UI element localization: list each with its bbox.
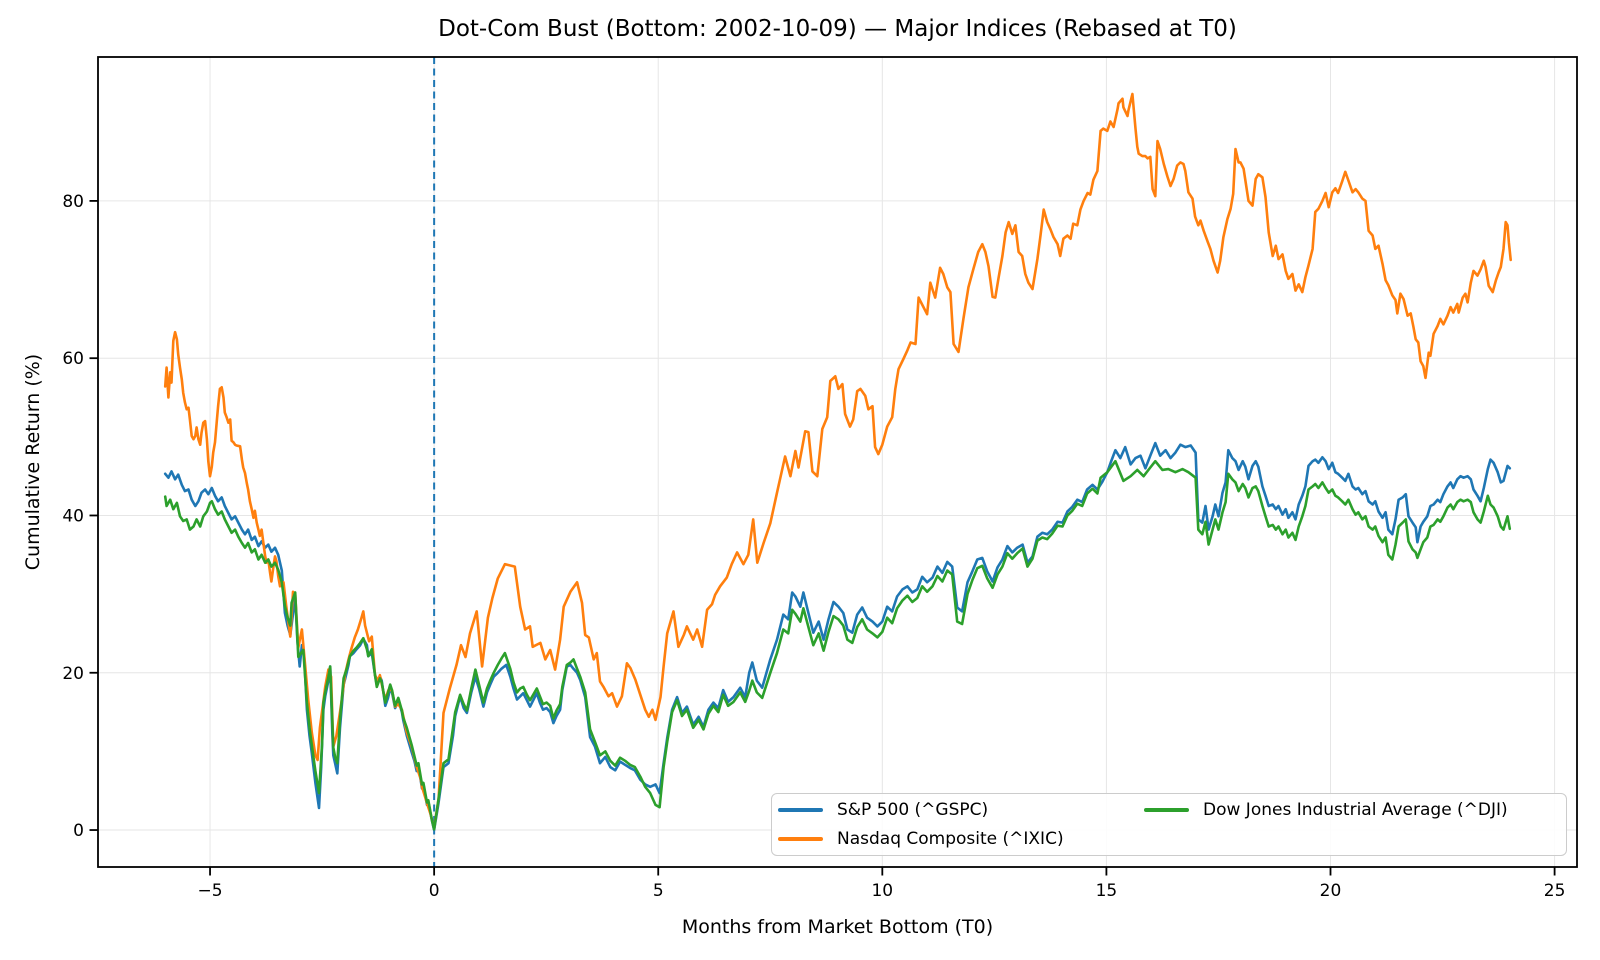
y-tick-label: 40 — [62, 506, 84, 526]
legend-label-sp500: S&P 500 (^GSPC) — [837, 800, 989, 820]
dow-line-sample — [1144, 808, 1189, 812]
x-tick-label: 20 — [1320, 881, 1342, 901]
legend-item-nasdaq: Nasdaq Composite (^IXIC) — [778, 827, 1064, 851]
chart-title: Dot-Com Bust (Bottom: 2002-10-09) — Majo… — [438, 16, 1237, 42]
y-tick-label: 20 — [62, 664, 84, 684]
x-tick-label: 25 — [1544, 881, 1566, 901]
x-tick-label: −5 — [198, 881, 223, 901]
legend-item-dow: Dow Jones Industrial Average (^DJI) — [1144, 798, 1508, 822]
sp500-line-sample — [778, 808, 823, 812]
x-axis-label: Months from Market Bottom (T0) — [681, 916, 994, 938]
legend: S&P 500 (^GSPC) Nasdaq Composite (^IXIC)… — [771, 793, 1567, 856]
legend-label-nasdaq: Nasdaq Composite (^IXIC) — [837, 829, 1064, 849]
series-line-2 — [163, 459, 1512, 831]
y-axis-label: Cumulative Return (%) — [22, 353, 44, 571]
x-tick-label: 0 — [429, 881, 440, 901]
axes-spines — [97, 56, 1578, 868]
legend-label-dow: Dow Jones Industrial Average (^DJI) — [1203, 800, 1508, 820]
y-tick-label: 0 — [73, 821, 84, 841]
y-tick-label: 80 — [62, 192, 84, 212]
series-line-1 — [163, 92, 1512, 830]
legend-item-sp500: S&P 500 (^GSPC) — [778, 798, 988, 822]
x-tick-label: 15 — [1096, 881, 1118, 901]
nasdaq-line-sample — [778, 837, 823, 841]
x-tick-label: 5 — [653, 881, 664, 901]
x-tick-label: 10 — [871, 881, 893, 901]
y-tick-label: 60 — [62, 349, 84, 369]
